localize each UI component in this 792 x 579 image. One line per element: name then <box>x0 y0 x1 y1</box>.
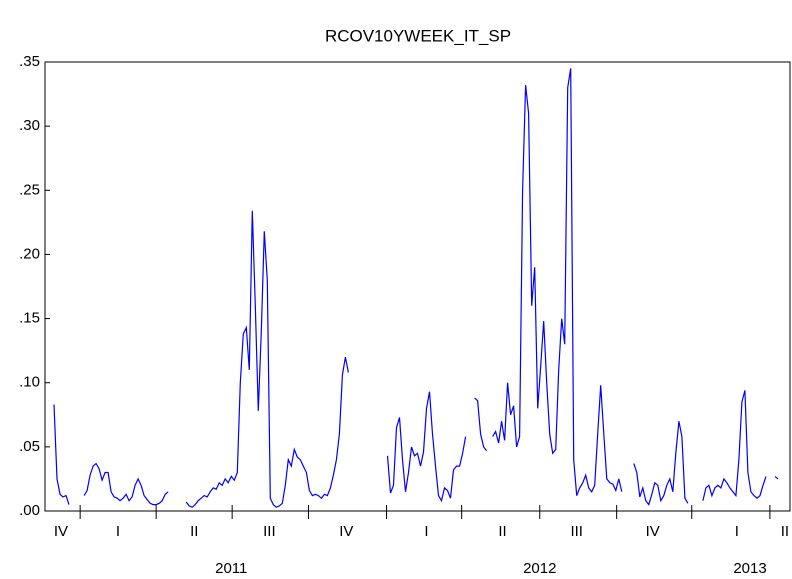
y-tick-label: .20 <box>19 245 40 262</box>
quarter-label: IV <box>54 523 68 540</box>
quarter-label: I <box>735 523 739 540</box>
plot-frame <box>44 61 791 512</box>
y-tick-label: .00 <box>19 502 40 519</box>
quarter-label: IV <box>646 523 660 540</box>
year-label: 2012 <box>523 560 556 577</box>
quarter-label: III <box>263 523 276 540</box>
quarter-label: II <box>781 523 789 540</box>
quarter-label: I <box>116 523 120 540</box>
y-tick-label: .10 <box>19 374 40 391</box>
chart-title: RCOV10YWEEK_IT_SP <box>325 26 511 45</box>
data-line <box>53 68 779 508</box>
y-tick-label: .15 <box>19 310 40 327</box>
quarter-label: II <box>190 523 198 540</box>
quarter-label: II <box>498 523 506 540</box>
year-label: 2013 <box>733 560 766 577</box>
y-tick-label: .25 <box>19 181 40 198</box>
y-tick-label: .30 <box>19 117 40 134</box>
y-tick-label: .35 <box>19 53 40 70</box>
quarter-label: IV <box>339 523 353 540</box>
quarter-label: III <box>570 523 583 540</box>
quarter-label: I <box>424 523 428 540</box>
year-label: 2011 <box>215 560 247 577</box>
y-tick-label: .05 <box>19 438 40 455</box>
